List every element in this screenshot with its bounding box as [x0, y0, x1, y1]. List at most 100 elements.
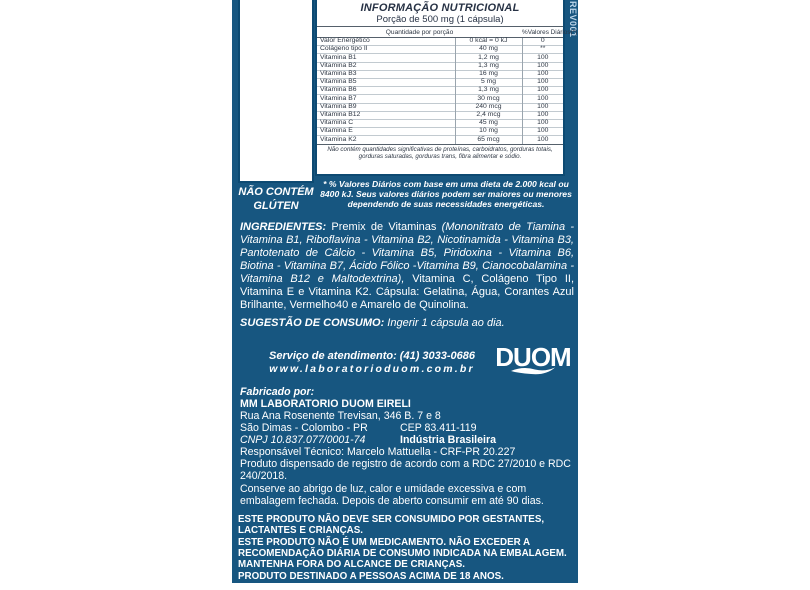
manufacturer-cnpj: CNPJ 10.837.077/0001-74: [240, 434, 366, 447]
warning-line: ESTE PRODUTO NÃO É UM MEDICAMENTO. NÃO E…: [238, 536, 567, 560]
consumption-label: SUGESTÃO DE CONSUMO:: [240, 317, 385, 329]
table-row: Vitamina B9 240 mcg 100: [317, 102, 564, 112]
nutrient-amount: 16 mg: [454, 69, 523, 79]
nutrient-name: Vitamina B9: [317, 102, 455, 112]
nutrient-name: Vitamina K2: [317, 135, 455, 144]
ingredients-paragraph: INGREDIENTES: Premix de Vitaminas (Monon…: [240, 221, 574, 312]
registration-note: Produto dispensado de registro de acordo…: [240, 458, 571, 483]
nutrition-portion: Porção de 500 mg (1 cápsula): [376, 14, 504, 25]
manufacturer-city: São Dimas - Colombo - PR: [240, 422, 368, 435]
column-header-daily-values: %Valores Diários(*): [522, 26, 578, 38]
nutrient-name: Valor Energético: [320, 37, 370, 45]
gluten-free-line1: NÃO CONTÉM: [238, 186, 314, 198]
nutrient-dv: 100: [521, 69, 564, 79]
nutrient-dv: 100: [521, 77, 564, 87]
nutrient-amount: 1,3 mg: [454, 61, 523, 71]
nutrient-name: Vitamina B5: [317, 77, 455, 87]
ingredients-label: INGREDIENTES:: [240, 221, 327, 233]
table-row: Vitamina K2 65 mcg 100: [317, 135, 564, 144]
daily-values-note: * % Valores Diários com base em uma diet…: [320, 179, 572, 210]
nutrient-dv: 100: [521, 94, 564, 103]
manufacturer-street: Rua Ana Rosenente Trevisan, 346 B. 7 e 8: [240, 410, 441, 423]
manufacturer-city-line: São Dimas - Colombo - PR CEP 83.411-119: [240, 422, 578, 434]
warnings-block: ESTE PRODUTO NÃO DEVE SER CONSUMIDO POR …: [238, 514, 574, 582]
gluten-free-line2: GLÚTEN: [253, 199, 299, 212]
nutrient-name: Vitamina B3: [317, 69, 455, 79]
warning-line: PRODUTO DESTINADO A PESSOAS ACIMA DE 18 …: [238, 570, 504, 582]
table-row: Colágeno tipo II 40 mg **: [317, 45, 564, 54]
nutrient-name: Colágeno tipo II: [317, 45, 455, 54]
nutrient-amount: 240 mcg: [454, 102, 523, 112]
nutrient-amount: 30 mcg: [454, 94, 523, 103]
nutrient-dv: 100: [521, 118, 564, 128]
nutrient-name: Vitamina B7: [317, 94, 455, 103]
table-header-row: Quantidade por porção %Valores Diários(*…: [317, 26, 578, 38]
customer-service-block: Serviço de atendimento: (41) 3033-0686 w…: [252, 350, 492, 376]
nutrient-dv: 100: [521, 53, 564, 63]
table-row: Vitamina B5 5 mg 100: [317, 77, 564, 87]
leaf-wave-icon: [511, 367, 555, 375]
nutrient-amount: 1,2 mg: [454, 53, 523, 63]
table-row: Vitamina B12 2,4 mcg 100: [317, 110, 564, 120]
table-row: Vitamina C 45 mg 100: [317, 118, 564, 128]
table-row: Vitamina E 10 mg 100: [317, 127, 564, 136]
nutrition-footnote: Não contém quantidades significativas de…: [317, 143, 563, 160]
label-panel: REV001 INFORMAÇÃO NUTRICIONAL Porção de …: [232, 0, 578, 583]
warning-line: ESTE PRODUTO NÃO DEVE SER CONSUMIDO POR …: [238, 514, 545, 537]
gluten-free-claim: NÃO CONTÉM GLÚTEN: [236, 186, 316, 214]
nutrient-dv: 100: [521, 102, 564, 112]
nutrient-name: Vitamina B1: [317, 53, 455, 63]
manufactured-by-label: Fabricado por:: [240, 386, 315, 398]
consumption-text: Ingerir 1 cápsula ao dia.: [387, 317, 505, 329]
nutrient-dv: 100: [521, 110, 564, 120]
manufacturer-block: Fabricado por: MM LABORATORIO DUOM EIREL…: [240, 386, 578, 507]
nutrient-amount: 5 mg: [454, 77, 523, 87]
ingredients-part3: Vitamina C, Colágeno Tipo II, Vitamina E…: [240, 272, 574, 311]
table-row: Vitamina B2 1,3 mg 100: [317, 61, 564, 71]
warning-line: MANTENHA FORA DO ALCANCE DE CRIANÇAS.: [238, 559, 465, 571]
manufacturer-cnpj-line: CNPJ 10.837.077/0001-74 Indústria Brasile…: [240, 434, 578, 446]
nutrient-amount: 1,3 mg: [454, 86, 523, 95]
column-header-quantity: Quantidade por porção: [317, 26, 523, 38]
blank-side-panel: [238, 0, 314, 183]
nutrient-amount: 45 mg: [454, 118, 523, 128]
table-row: Vitamina B1 1,2 mg 100: [317, 53, 564, 63]
nutrient-amount: 0 kcal = 0 kJ: [454, 37, 523, 46]
manufacturer-name: MM LABORATORIO DUOM EIRELI: [240, 398, 411, 411]
table-row: Vitamina B6 1,3 mg 100: [317, 86, 564, 95]
manufacturer-cep: CEP 83.411-119: [400, 422, 477, 435]
duom-logo-wordmark: DUOM: [495, 342, 571, 372]
nutrient-amount: 2,4 mcg: [454, 110, 523, 120]
ingredients-part1: Premix de Vitaminas: [331, 221, 442, 233]
nutrient-name: Vitamina B12: [317, 110, 455, 120]
revision-code: REV001: [568, 1, 578, 38]
nutrient-name: Vitamina E: [317, 127, 455, 136]
nutrient-name: Vitamina B2: [317, 61, 455, 71]
duom-logo: DUOM: [493, 344, 573, 376]
nutrient-dv: 100: [521, 135, 564, 144]
table-row: Vitamina B7 30 mcg 100: [317, 94, 564, 103]
technical-responsible: Responsável Técnico: Marcelo Mattuella -…: [240, 446, 516, 459]
nutrient-dv: 100: [521, 61, 564, 71]
nutrient-amount: 10 mg: [454, 127, 523, 136]
nutrient-name: Vitamina C: [317, 118, 455, 128]
ingredients-part2: (Mononitrato de Tiamina - Vitamina B1, R…: [240, 221, 574, 285]
website-url: www.laboratorioduom.com.br: [269, 363, 475, 376]
table-row: Vitamina B3 16 mg 100: [317, 69, 564, 79]
nutrient-dv: 0: [521, 37, 564, 46]
nutrition-title: INFORMAÇÃO NUTRICIONAL: [360, 2, 520, 14]
nutrient-dv: 100: [521, 127, 564, 136]
nutrient-amount: 65 mcg: [454, 135, 523, 144]
table-row: Valor Energético 0 kcal = 0 kJ 0: [317, 37, 564, 46]
storage-instructions: Conserve ao abrigo de luz, calor e umida…: [240, 482, 544, 507]
nutrient-dv: 100: [521, 86, 564, 95]
service-phone-line: Serviço de atendimento: (41) 3033-0686: [268, 350, 476, 362]
industry-origin: Indústria Brasileira: [400, 434, 496, 447]
nutrient-amount: 40 mg: [454, 45, 523, 54]
consumption-suggestion: SUGESTÃO DE CONSUMO: Ingerir 1 cápsula a…: [240, 317, 574, 329]
nutrition-facts-table: INFORMAÇÃO NUTRICIONAL Porção de 500 mg …: [315, 0, 578, 176]
nutrient-dv: **: [521, 45, 564, 54]
nutrient-name: Vitamina B6: [317, 86, 455, 95]
nutrition-grid: Quantidade por porção %Valores Diários(*…: [317, 26, 578, 144]
